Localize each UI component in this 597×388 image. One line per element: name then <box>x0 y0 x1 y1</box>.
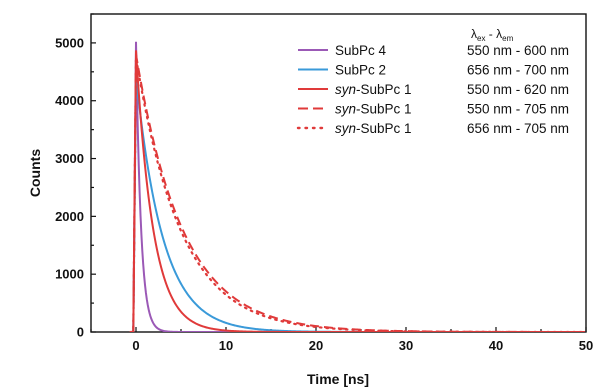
legend-label-4: syn-SubPc 1 <box>335 102 412 117</box>
y-tick-label: 2000 <box>55 209 84 224</box>
legend-wavelength-3: 550 nm - 620 nm <box>467 82 569 97</box>
y-tick-label: 4000 <box>55 93 84 108</box>
y-axis-ticks: 0 1000 2000 3000 4000 5000 <box>55 13 96 340</box>
x-tick-label: 20 <box>309 338 323 353</box>
series-line-3 <box>130 50 586 332</box>
legend-label-5: syn-SubPc 1 <box>335 121 412 136</box>
series-layer <box>129 41 586 332</box>
x-tick-label: 30 <box>399 338 413 353</box>
legend-header-dash: - <box>485 27 496 41</box>
legend-header-lambda: λ <box>471 27 477 41</box>
x-axis-title: Time [ns] <box>307 371 369 387</box>
legend-label-2: SubPc 2 <box>335 63 386 78</box>
legend-wavelength-2: 656 nm - 700 nm <box>467 63 569 78</box>
x-tick-label: 10 <box>219 338 233 353</box>
legend-header-lambda-2: λ <box>496 27 502 41</box>
x-tick-label: 40 <box>489 338 503 353</box>
legend-label-3: syn-SubPc 1 <box>335 82 412 97</box>
legend-wavelength-4: 550 nm - 705 nm <box>467 102 569 117</box>
x-tick-label: 0 <box>132 338 139 353</box>
legend-wavelength-1: 550 nm - 600 nm <box>467 43 569 58</box>
legend-wavelength-5: 656 nm - 705 nm <box>467 121 569 136</box>
x-tick-label: 50 <box>579 338 593 353</box>
y-axis-title: Counts <box>27 149 43 197</box>
y-tick-label: 5000 <box>55 35 84 50</box>
y-tick-label: 3000 <box>55 151 84 166</box>
y-tick-label: 0 <box>77 325 84 340</box>
legend-header-em: em <box>502 34 513 43</box>
legend-header-ex: ex <box>477 34 485 43</box>
series-line-5 <box>129 57 586 332</box>
y-tick-label: 1000 <box>55 267 84 282</box>
legend-header: λex - λem <box>471 27 514 43</box>
x-axis-ticks: 0 10 20 30 40 50 <box>90 327 593 353</box>
legend-label-1: SubPc 4 <box>335 43 387 58</box>
